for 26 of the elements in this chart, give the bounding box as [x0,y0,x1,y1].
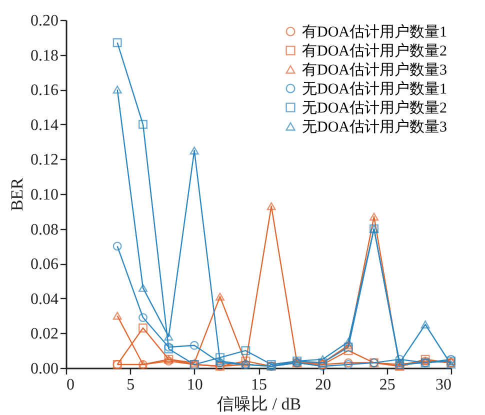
y-tick-label: 0.20 [30,12,58,30]
y-tick-label: 0.10 [30,186,58,204]
x-tick-label: 5 [126,376,135,394]
y-tick-label: 0.16 [30,82,58,100]
x-tick-label: 30 [436,376,452,394]
x-tick-label: 10 [186,376,203,394]
x-tick-label: 25 [379,376,396,394]
y-tick-label: 0.18 [30,47,58,64]
legend-label: 无DOA估计用户数量3 [302,118,447,136]
legend-label: 有DOA估计用户数量2 [302,42,447,60]
x-tick-label: 20 [315,376,332,394]
y-tick-label: 0.08 [30,221,58,238]
y-tick-label: 0.06 [30,256,58,274]
y-tick-label: 0.04 [30,290,58,308]
y-tick-label: 0.12 [30,152,58,169]
legend-label: 有DOA估计用户数量1 [302,24,447,40]
y-tick-label: 0.02 [30,326,58,343]
legend-label: 有DOA估计用户数量3 [302,62,447,78]
x-tick-label: 15 [251,376,267,394]
y-axis-title: BER [8,177,26,212]
x-tick-label: 0 [66,376,74,394]
legend-label: 无DOA估计用户数量1 [302,80,447,98]
y-tick-label: 0.00 [30,360,58,378]
x-axis-title: 信噪比 / dB [216,394,302,414]
legend-label: 无DOA估计用户数量2 [302,100,447,116]
y-tick-label: 0.14 [30,116,58,134]
